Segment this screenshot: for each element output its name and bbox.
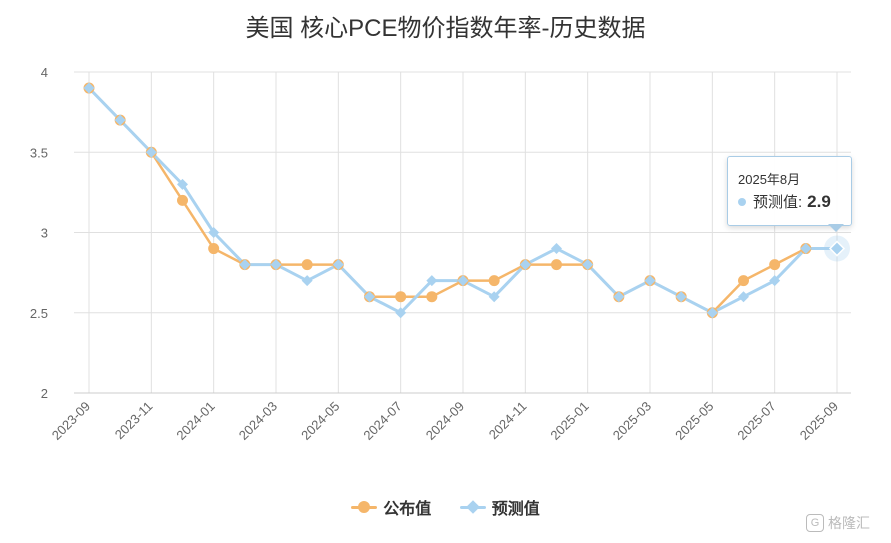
point-forecast xyxy=(239,259,251,271)
chart-title: 美国 核心PCE物价指数年率-历史数据 xyxy=(245,15,646,42)
legend-diamond-icon xyxy=(459,500,486,514)
point-forecast xyxy=(177,178,188,190)
point-forecast xyxy=(145,146,157,158)
point-published xyxy=(301,259,313,271)
legend-item-published[interactable]: 公布值 xyxy=(351,495,431,519)
point-forecast xyxy=(457,275,469,287)
x-tick-label: 2024-03 xyxy=(236,399,280,443)
x-tick-label: 2025-09 xyxy=(797,399,841,443)
point-forecast xyxy=(613,291,625,303)
y-tick-label: 2 xyxy=(41,386,48,401)
point-published xyxy=(426,291,438,303)
point-forecast xyxy=(519,259,531,271)
tooltip-series-name: 预测值: xyxy=(753,194,803,211)
x-tick-label: 2025-05 xyxy=(672,399,716,443)
point-forecast xyxy=(738,291,749,303)
point-published xyxy=(769,259,781,271)
watermark-text: 格隆汇 xyxy=(828,515,870,531)
x-tick-label: 2024-07 xyxy=(360,399,404,443)
point-published xyxy=(551,259,562,271)
point-published xyxy=(177,194,188,206)
y-tick-label: 2.5 xyxy=(30,306,48,321)
point-forecast xyxy=(706,307,718,319)
point-forecast xyxy=(426,275,438,287)
series-line-published xyxy=(88,87,807,314)
x-tick-label: 2025-07 xyxy=(734,399,778,443)
x-tick-label: 2025-01 xyxy=(547,399,591,443)
tooltip-row: 预测值: 2.9 xyxy=(738,191,831,212)
x-tick-label: 2023-09 xyxy=(49,399,93,443)
grid-layer xyxy=(74,71,851,394)
x-tick-label: 2023-11 xyxy=(112,399,156,443)
point-forecast xyxy=(301,275,313,287)
point-forecast xyxy=(800,243,812,255)
legend-label-published: 公布值 xyxy=(383,501,432,518)
x-tick-label: 2025-03 xyxy=(610,399,654,443)
hover-point-forecast xyxy=(828,240,846,257)
point-forecast xyxy=(83,82,95,94)
point-forecast xyxy=(551,243,562,255)
g-logo-icon: G xyxy=(806,514,824,532)
point-forecast xyxy=(675,291,687,303)
x-tick-label: 2024-09 xyxy=(423,399,467,443)
tooltip-value: 2.9 xyxy=(807,191,831,211)
legend: 公布值 预测值 xyxy=(0,495,891,519)
legend-circle-icon xyxy=(351,500,378,514)
point-forecast xyxy=(644,275,656,287)
x-tick-label: 2024-05 xyxy=(298,399,342,443)
point-forecast xyxy=(332,259,344,271)
y-tick-label: 3.5 xyxy=(30,145,48,160)
y-tick-label: 4 xyxy=(41,65,48,80)
point-forecast xyxy=(582,259,594,271)
point-forecast xyxy=(208,227,220,238)
tooltip-arrow xyxy=(828,224,844,232)
hover-layer xyxy=(824,235,850,262)
point-forecast xyxy=(488,291,500,303)
y-tick-label: 3 xyxy=(41,226,48,241)
point-forecast xyxy=(114,114,126,126)
point-forecast xyxy=(395,307,407,319)
tooltip-series-dot-icon xyxy=(738,197,746,206)
x-tick-label: 2024-01 xyxy=(173,399,217,443)
point-forecast xyxy=(270,259,282,271)
tooltip-date: 2025年8月 xyxy=(738,172,801,187)
point-published xyxy=(738,275,749,287)
point-published xyxy=(395,291,407,303)
tooltip: 2025年8月 预测值: 2.9 xyxy=(727,156,852,226)
watermark: G 格隆汇 xyxy=(806,513,870,533)
legend-label-forecast: 预测值 xyxy=(491,501,540,518)
point-published xyxy=(488,275,500,287)
point-forecast xyxy=(364,291,375,303)
legend-item-forecast[interactable]: 预测值 xyxy=(459,495,540,519)
point-published xyxy=(208,243,220,255)
x-tick-label: 2024-11 xyxy=(486,399,530,443)
point-forecast xyxy=(769,275,781,287)
